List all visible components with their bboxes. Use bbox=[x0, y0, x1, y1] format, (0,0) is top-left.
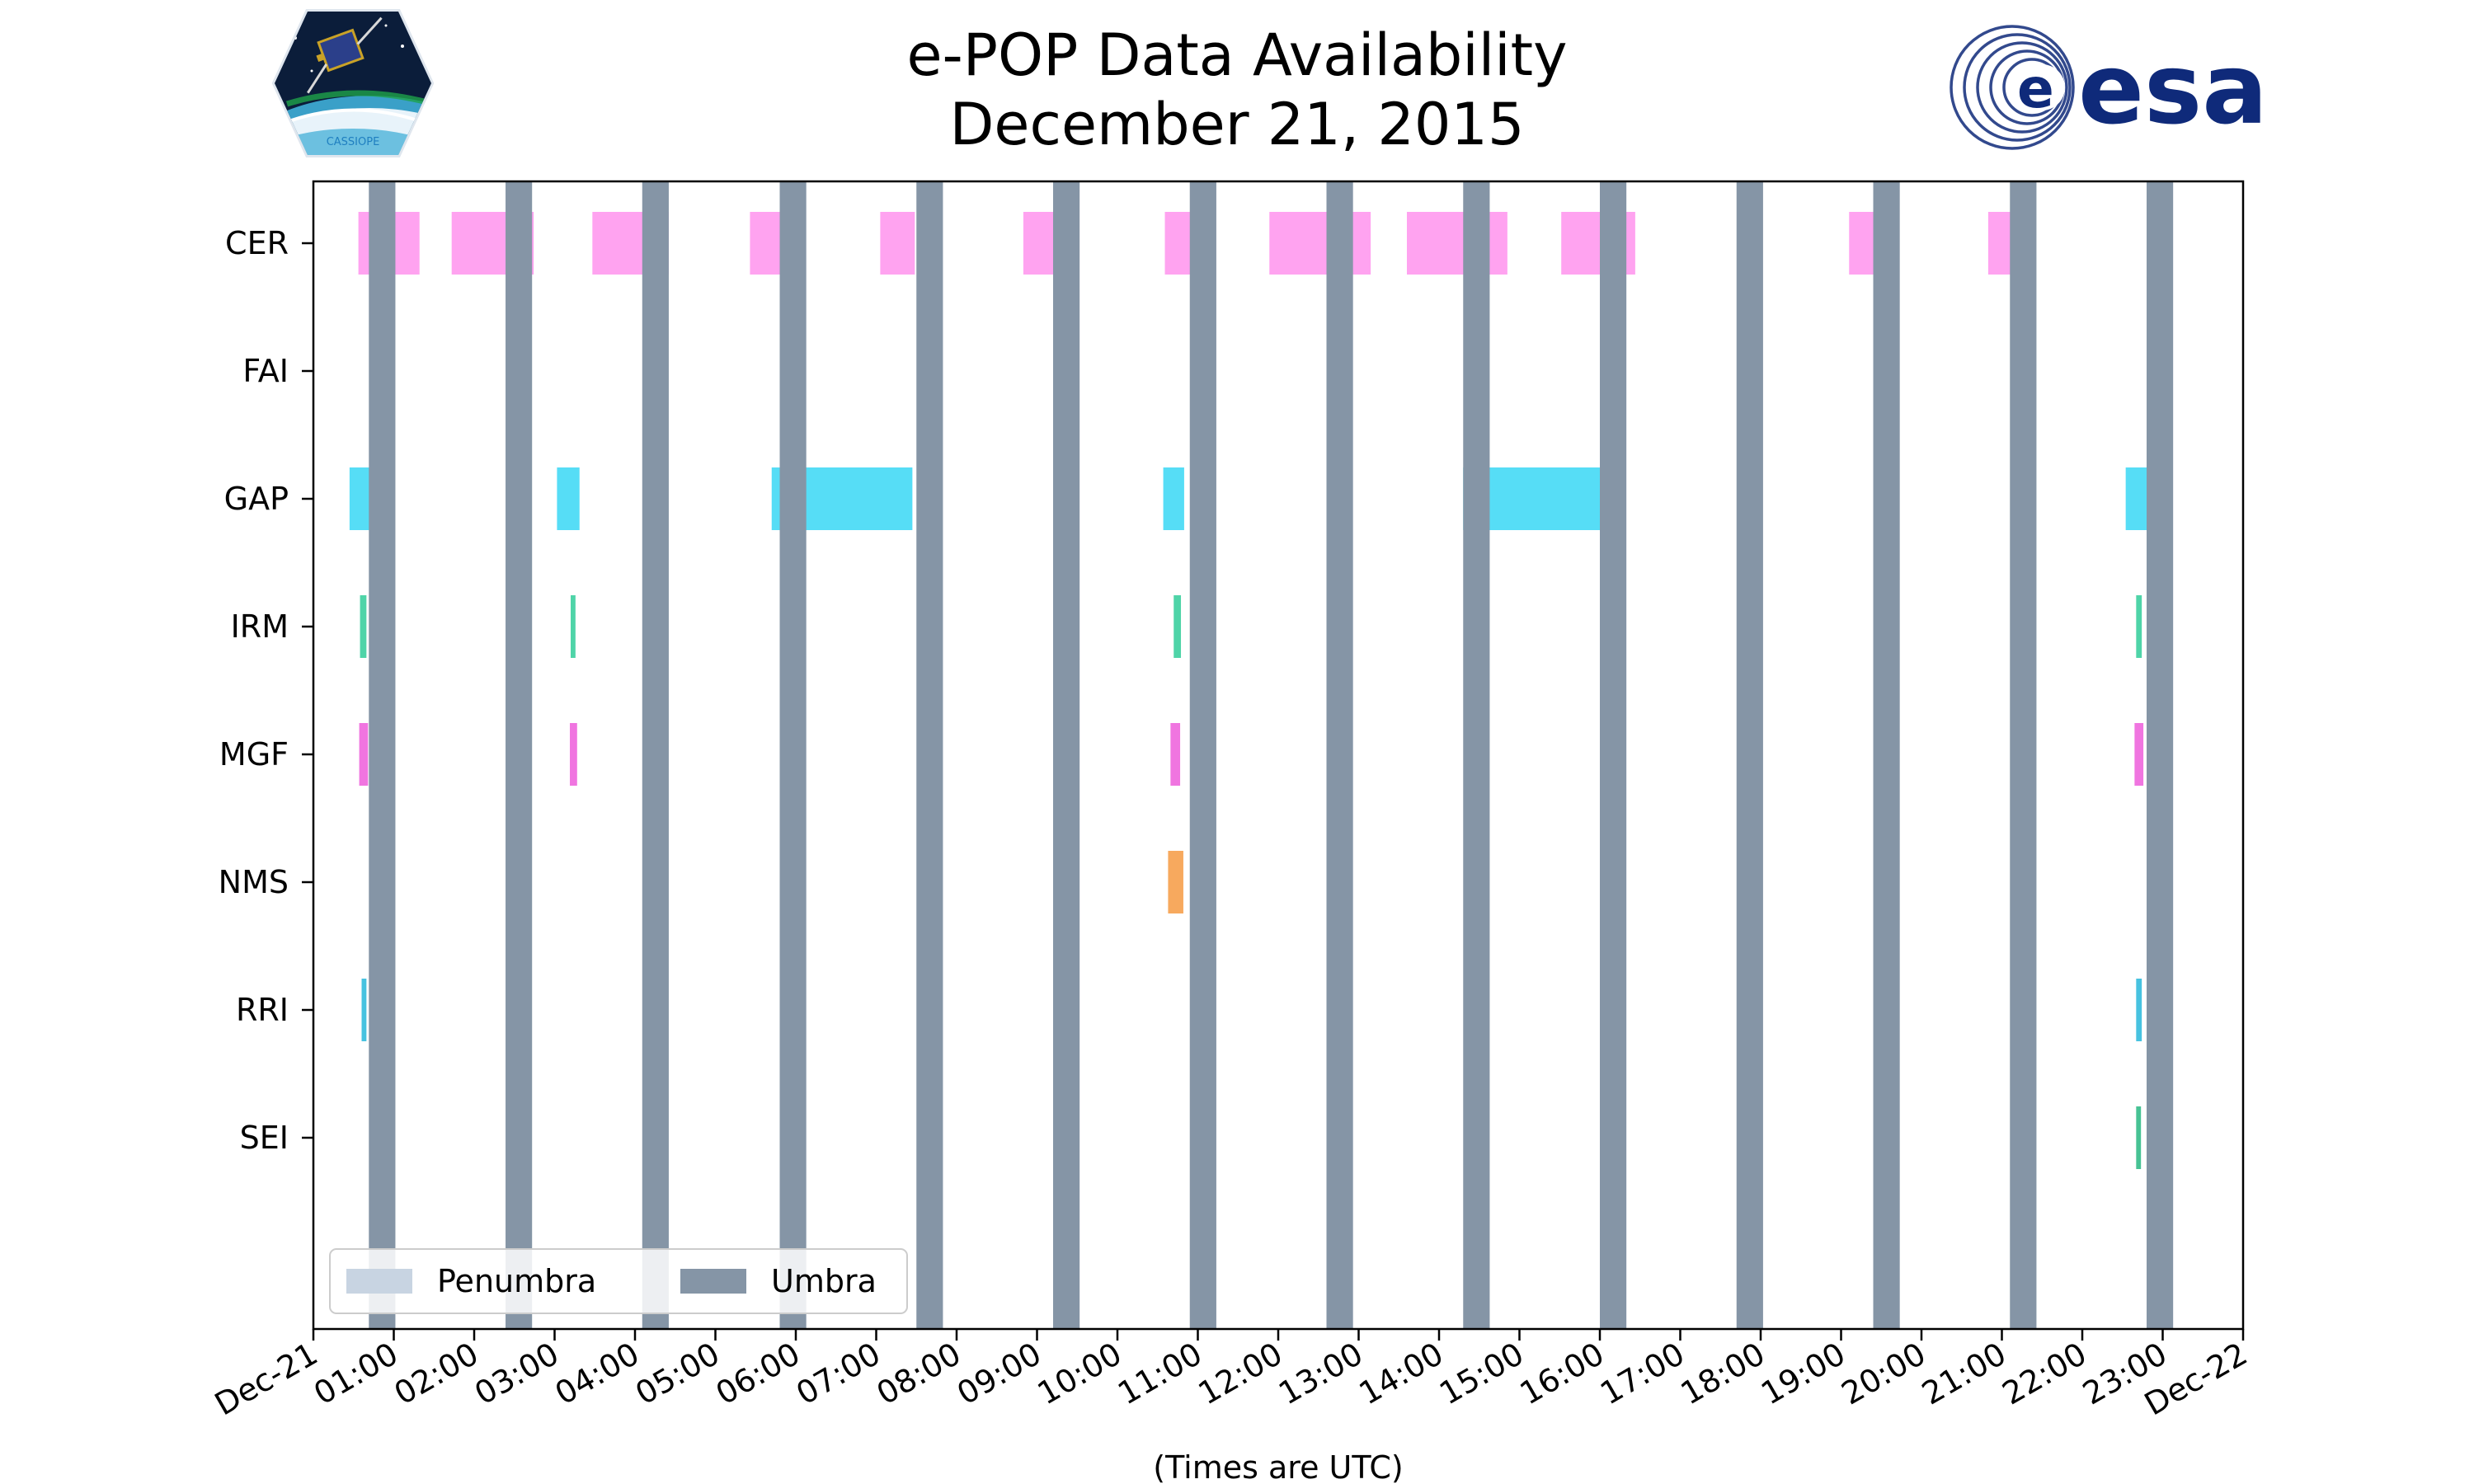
umbra-band bbox=[2010, 181, 2037, 1329]
umbra-band bbox=[369, 181, 396, 1329]
x-tick-label: 10:00 bbox=[1032, 1336, 1128, 1412]
x-tick-label: 14:00 bbox=[1353, 1336, 1450, 1412]
x-tick-label: 11:00 bbox=[1112, 1336, 1208, 1412]
legend-box bbox=[329, 1248, 908, 1314]
esa-logo: e esa bbox=[1950, 25, 2268, 150]
data-bar-cer bbox=[1269, 212, 1371, 275]
y-tick-label: NMS bbox=[219, 864, 289, 900]
x-tick-label: 21:00 bbox=[1916, 1336, 2012, 1412]
y-tick-label: RRI bbox=[236, 992, 289, 1028]
x-tick-label: 13:00 bbox=[1272, 1336, 1369, 1412]
x-tick-label: 08:00 bbox=[871, 1336, 967, 1412]
x-tick-label: 02:00 bbox=[388, 1336, 485, 1412]
esa-logo-e-mark: e bbox=[2017, 57, 2054, 120]
x-tick-label: 03:00 bbox=[468, 1336, 565, 1412]
y-tick-label: FAI bbox=[242, 353, 289, 389]
x-tick-label: 19:00 bbox=[1755, 1336, 1851, 1412]
y-tick-label: CER bbox=[225, 225, 289, 261]
umbra-band bbox=[1326, 181, 1353, 1329]
legend-swatch-umbra bbox=[680, 1269, 746, 1294]
umbra-band bbox=[642, 181, 669, 1329]
data-bar-irm bbox=[2136, 595, 2142, 658]
x-tick-label: 06:00 bbox=[710, 1336, 807, 1412]
x-tick-label: 01:00 bbox=[308, 1336, 404, 1412]
umbra-band bbox=[1189, 181, 1216, 1329]
data-bar-gap bbox=[557, 467, 580, 530]
data-bar-mgf bbox=[570, 723, 577, 786]
umbra-band bbox=[2147, 181, 2174, 1329]
legend-label-umbra: Umbra bbox=[771, 1263, 877, 1299]
cassiope-logo: CASSIOPE bbox=[271, 9, 435, 157]
data-bar-cer bbox=[750, 212, 780, 275]
data-bar-irm bbox=[1174, 595, 1182, 658]
umbra-band bbox=[1873, 181, 1900, 1329]
x-tick-label: 15:00 bbox=[1433, 1336, 1530, 1412]
x-tick-label: 20:00 bbox=[1836, 1336, 1932, 1412]
y-tick-label: IRM bbox=[231, 608, 289, 645]
chart-title-line1: e-POP Data Availability bbox=[906, 21, 1568, 89]
x-tick-label: 18:00 bbox=[1675, 1336, 1771, 1412]
umbra-band bbox=[1736, 181, 1763, 1329]
legend-swatch-penumbra bbox=[346, 1269, 412, 1294]
legend-label-penumbra: Penumbra bbox=[437, 1263, 596, 1299]
data-bar-rri bbox=[361, 979, 367, 1041]
x-tick-label: 09:00 bbox=[951, 1336, 1047, 1412]
data-bar-irm bbox=[571, 595, 576, 658]
data-bar-rri bbox=[2136, 979, 2142, 1041]
plot-area bbox=[313, 181, 2243, 1329]
x-tick-label: 22:00 bbox=[1997, 1336, 2093, 1412]
x-tick-label: 12:00 bbox=[1192, 1336, 1289, 1412]
data-bar-cer bbox=[1407, 212, 1507, 275]
umbra-band bbox=[506, 181, 533, 1329]
y-tick-label: SEI bbox=[240, 1120, 289, 1156]
x-tick-label: 07:00 bbox=[790, 1336, 887, 1412]
data-bar-nms bbox=[1168, 851, 1183, 913]
data-bar-cer bbox=[1023, 212, 1056, 275]
umbra-band bbox=[916, 181, 943, 1329]
x-tick-label: 04:00 bbox=[549, 1336, 646, 1412]
y-tick-label: MGF bbox=[219, 736, 289, 773]
data-bar-mgf bbox=[1170, 723, 1181, 786]
x-axis-label: (Times are UTC) bbox=[1153, 1449, 1403, 1484]
umbra-band bbox=[1600, 181, 1627, 1329]
data-bar-gap bbox=[1163, 467, 1184, 530]
x-tick-label: Dec-21 bbox=[209, 1336, 323, 1423]
data-bar-cer bbox=[880, 212, 915, 275]
chart-title-line2: December 21, 2015 bbox=[949, 91, 1525, 158]
data-bar-cer bbox=[1164, 212, 1194, 275]
data-bar-mgf bbox=[359, 723, 369, 786]
umbra-band bbox=[1053, 181, 1080, 1329]
umbra-band bbox=[779, 181, 807, 1329]
cassiope-logo-text: CASSIOPE bbox=[327, 136, 380, 148]
data-bar-sei bbox=[2136, 1106, 2142, 1169]
x-tick-label: 16:00 bbox=[1514, 1336, 1611, 1412]
x-tick-label: 17:00 bbox=[1594, 1336, 1691, 1412]
umbra-band bbox=[1463, 181, 1490, 1329]
x-tick-label: 05:00 bbox=[629, 1336, 726, 1412]
y-tick-label: GAP bbox=[224, 481, 289, 517]
data-bar-mgf bbox=[2134, 723, 2144, 786]
esa-logo-text: esa bbox=[2078, 32, 2268, 146]
data-bar-irm bbox=[360, 595, 367, 658]
